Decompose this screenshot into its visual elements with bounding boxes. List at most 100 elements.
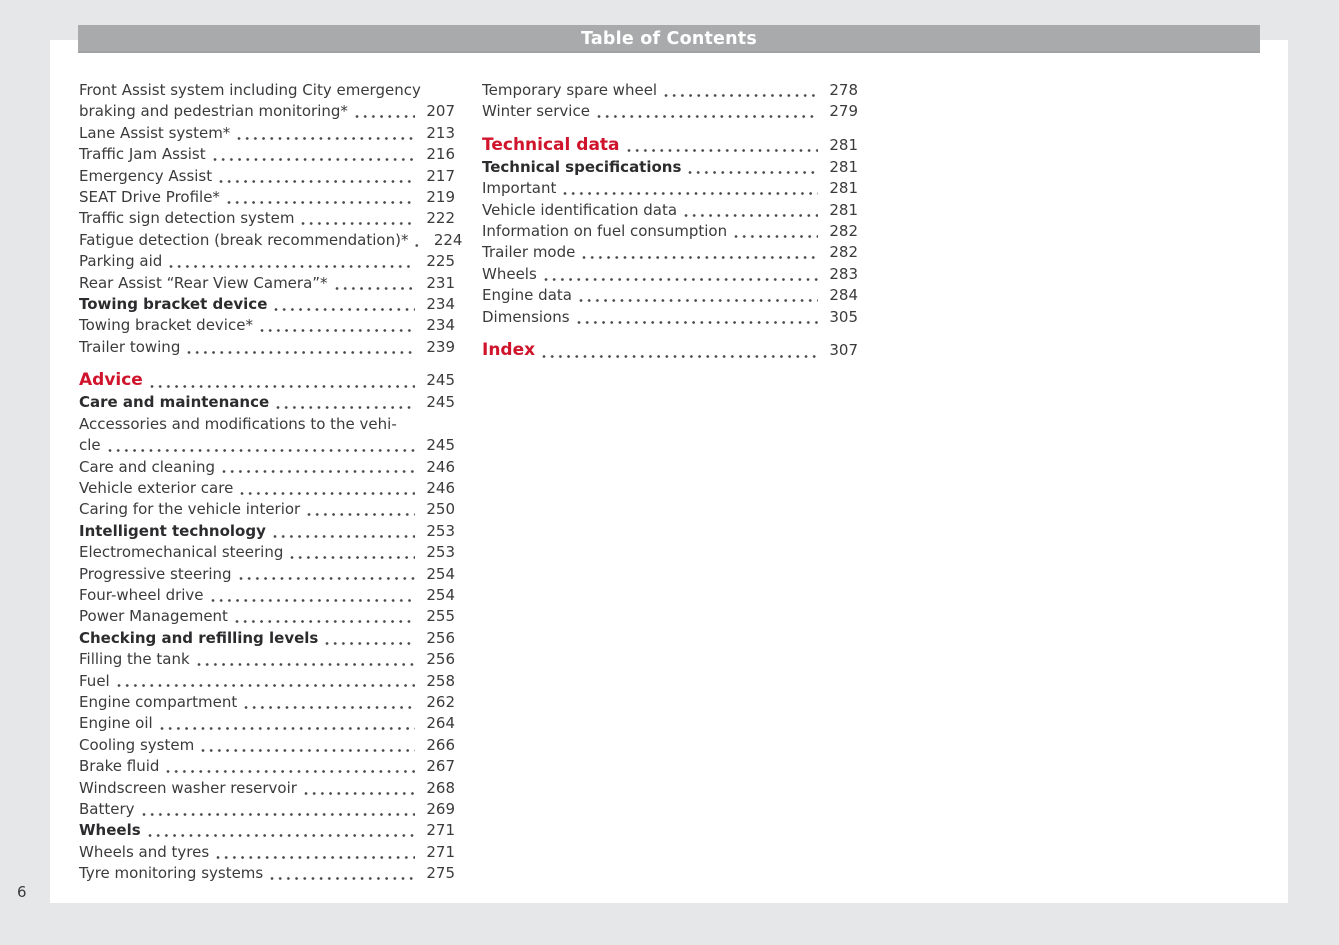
- dot-leader: [200, 734, 415, 757]
- dot-leader: [209, 584, 415, 607]
- toc-entry-page: 255: [426, 607, 455, 626]
- toc-column-left: Front Assist system including City emerg…: [79, 80, 462, 885]
- toc-columns: Front Assist system including City emerg…: [79, 80, 858, 885]
- toc-entry[interactable]: Vehicle exterior care 246: [79, 477, 455, 500]
- toc-entry[interactable]: Index 307: [482, 339, 858, 363]
- toc-entry-wrap-line: Front Assist system including City emerg…: [79, 81, 421, 99]
- toc-entry-page: 271: [426, 842, 455, 861]
- toc-entry-label: Power Management: [79, 607, 228, 626]
- toc-entry[interactable]: Windscreen washer reservoir 268: [79, 777, 455, 799]
- toc-entry[interactable]: Power Management 255: [79, 606, 455, 628]
- toc-entry-page: 264: [426, 714, 455, 733]
- toc-entry[interactable]: Fuel 258: [79, 670, 455, 692]
- toc-entry-label: Traffic Jam Assist: [79, 145, 206, 164]
- toc-entry[interactable]: Trailer mode 282: [482, 242, 858, 264]
- dot-leader: [663, 80, 818, 102]
- toc-entry[interactable]: cle 245: [79, 435, 455, 457]
- toc-entry-page: 213: [426, 123, 455, 142]
- toc-entry[interactable]: Care and cleaning 246: [79, 456, 455, 478]
- toc-entry-label: Trailer towing: [79, 337, 181, 356]
- toc-entry-page: 256: [426, 650, 455, 669]
- toc-entry[interactable]: Dimensions 305: [482, 306, 858, 329]
- toc-entry[interactable]: Rear Assist “Rear View Camera”* 231: [79, 272, 455, 295]
- toc-entry-label: Engine oil: [79, 714, 153, 733]
- dot-leader: [324, 627, 415, 650]
- toc-entry-page: 246: [426, 478, 455, 497]
- toc-entry-label: Windscreen washer reservoir: [79, 778, 297, 797]
- toc-entry[interactable]: Intelligent technology 253: [79, 520, 455, 543]
- dot-leader: [289, 542, 415, 564]
- dot-leader: [211, 144, 415, 166]
- toc-entry[interactable]: Towing bracket device* 234: [79, 315, 455, 337]
- toc-entry[interactable]: Brake fluid 267: [79, 756, 455, 778]
- dot-leader: [237, 563, 415, 585]
- page-title: Table of Contents: [581, 29, 757, 49]
- toc-entry-label: Index: [482, 340, 536, 361]
- toc-entry[interactable]: braking and pedestrian monitoring* 207: [79, 101, 455, 123]
- toc-entry[interactable]: Four-wheel drive 254: [79, 584, 455, 607]
- toc-entry-page: 281: [829, 179, 858, 198]
- toc-entry-label: Advice: [79, 370, 143, 391]
- dot-leader: [581, 242, 818, 264]
- toc-entry[interactable]: Lane Assist system* 213: [79, 122, 455, 145]
- toc-entry[interactable]: Important 281: [482, 178, 858, 200]
- toc-entry-label: Electromechanical steering: [79, 543, 284, 562]
- toc-entry-page: 281: [829, 200, 858, 219]
- dot-leader: [273, 294, 415, 316]
- toc-entry-page: 253: [426, 543, 455, 562]
- toc-entry[interactable]: Technical data 281: [482, 133, 858, 157]
- toc-entry[interactable]: Engine compartment 262: [79, 691, 455, 714]
- dot-leader: [221, 456, 415, 478]
- toc-entry-label: Wheels and tyres: [79, 842, 210, 861]
- toc-entry[interactable]: Advice 245: [79, 369, 455, 393]
- toc-entry[interactable]: Temporary spare wheel 278: [482, 80, 858, 102]
- toc-entry[interactable]: Engine data 284: [482, 285, 858, 307]
- toc-entry[interactable]: Wheels 271: [79, 820, 455, 842]
- dot-leader: [541, 339, 818, 363]
- dot-leader: [225, 187, 415, 209]
- toc-entry[interactable]: Fatigue detection (break recommendation)…: [79, 229, 462, 252]
- toc-entry[interactable]: Electromechanical steering 253: [79, 542, 455, 564]
- toc-entry-page: 245: [426, 393, 455, 412]
- toc-entry[interactable]: Care and maintenance 245: [79, 392, 455, 414]
- toc-entry[interactable]: Checking and refilling levels 256: [79, 627, 455, 650]
- toc-entry-page: 281: [829, 157, 858, 176]
- toc-entry[interactable]: Filling the tank 256: [79, 649, 455, 671]
- toc-entry[interactable]: Engine oil 264: [79, 713, 455, 735]
- toc-entry[interactable]: Trailer towing 239: [79, 336, 455, 359]
- toc-entry-page: 281: [829, 135, 858, 154]
- toc-entry[interactable]: Winter service 279: [482, 101, 858, 123]
- dot-leader: [233, 606, 415, 628]
- toc-entry[interactable]: Information on fuel consumption 282: [482, 221, 858, 243]
- toc-entry[interactable]: Parking aid 225: [79, 251, 455, 273]
- toc-entry[interactable]: Caring for the vehicle interior 250: [79, 499, 455, 521]
- toc-entry[interactable]: Towing bracket device 234: [79, 294, 455, 316]
- dot-leader: [562, 178, 818, 200]
- toc-entry[interactable]: Wheels 283: [482, 263, 858, 286]
- toc-entry-label: Vehicle exterior care: [79, 478, 234, 497]
- toc-entry-label: Battery: [79, 800, 135, 818]
- toc-entry-label: Rear Assist “Rear View Camera”*: [79, 273, 328, 292]
- toc-entry[interactable]: Cooling system 266: [79, 734, 455, 757]
- dot-leader: [146, 820, 415, 842]
- toc-entry[interactable]: Tyre monitoring systems 275: [79, 863, 455, 885]
- toc-entry-label: Checking and refilling levels: [79, 628, 319, 647]
- toc-entry-label: Traffic sign detection system: [79, 209, 295, 228]
- toc-entry[interactable]: Emergency Assist 217: [79, 165, 455, 188]
- toc-entry[interactable]: Progressive steering 254: [79, 563, 455, 585]
- toc-entry[interactable]: Wheels and tyres 271: [79, 841, 455, 864]
- toc-entry-page: 217: [426, 166, 455, 185]
- toc-entry[interactable]: Traffic sign detection system 222: [79, 208, 455, 230]
- toc-entry[interactable]: SEAT Drive Profile* 219: [79, 187, 455, 209]
- toc-entry-page: 275: [426, 864, 455, 883]
- toc-entry-label: SEAT Drive Profile*: [79, 188, 220, 207]
- toc-entry[interactable]: Technical specifications 281: [482, 156, 858, 179]
- toc-entry-label: Filling the tank: [79, 650, 190, 669]
- dot-leader: [168, 251, 415, 273]
- toc-entry[interactable]: Battery 269: [79, 799, 455, 821]
- toc-entry[interactable]: Vehicle identification data 281: [482, 199, 858, 222]
- toc-entry[interactable]: Traffic Jam Assist 216: [79, 144, 455, 166]
- toc-entry-label: Emergency Assist: [79, 166, 213, 185]
- toc-entry-page: 239: [426, 337, 455, 356]
- toc-entry-page: 246: [426, 457, 455, 476]
